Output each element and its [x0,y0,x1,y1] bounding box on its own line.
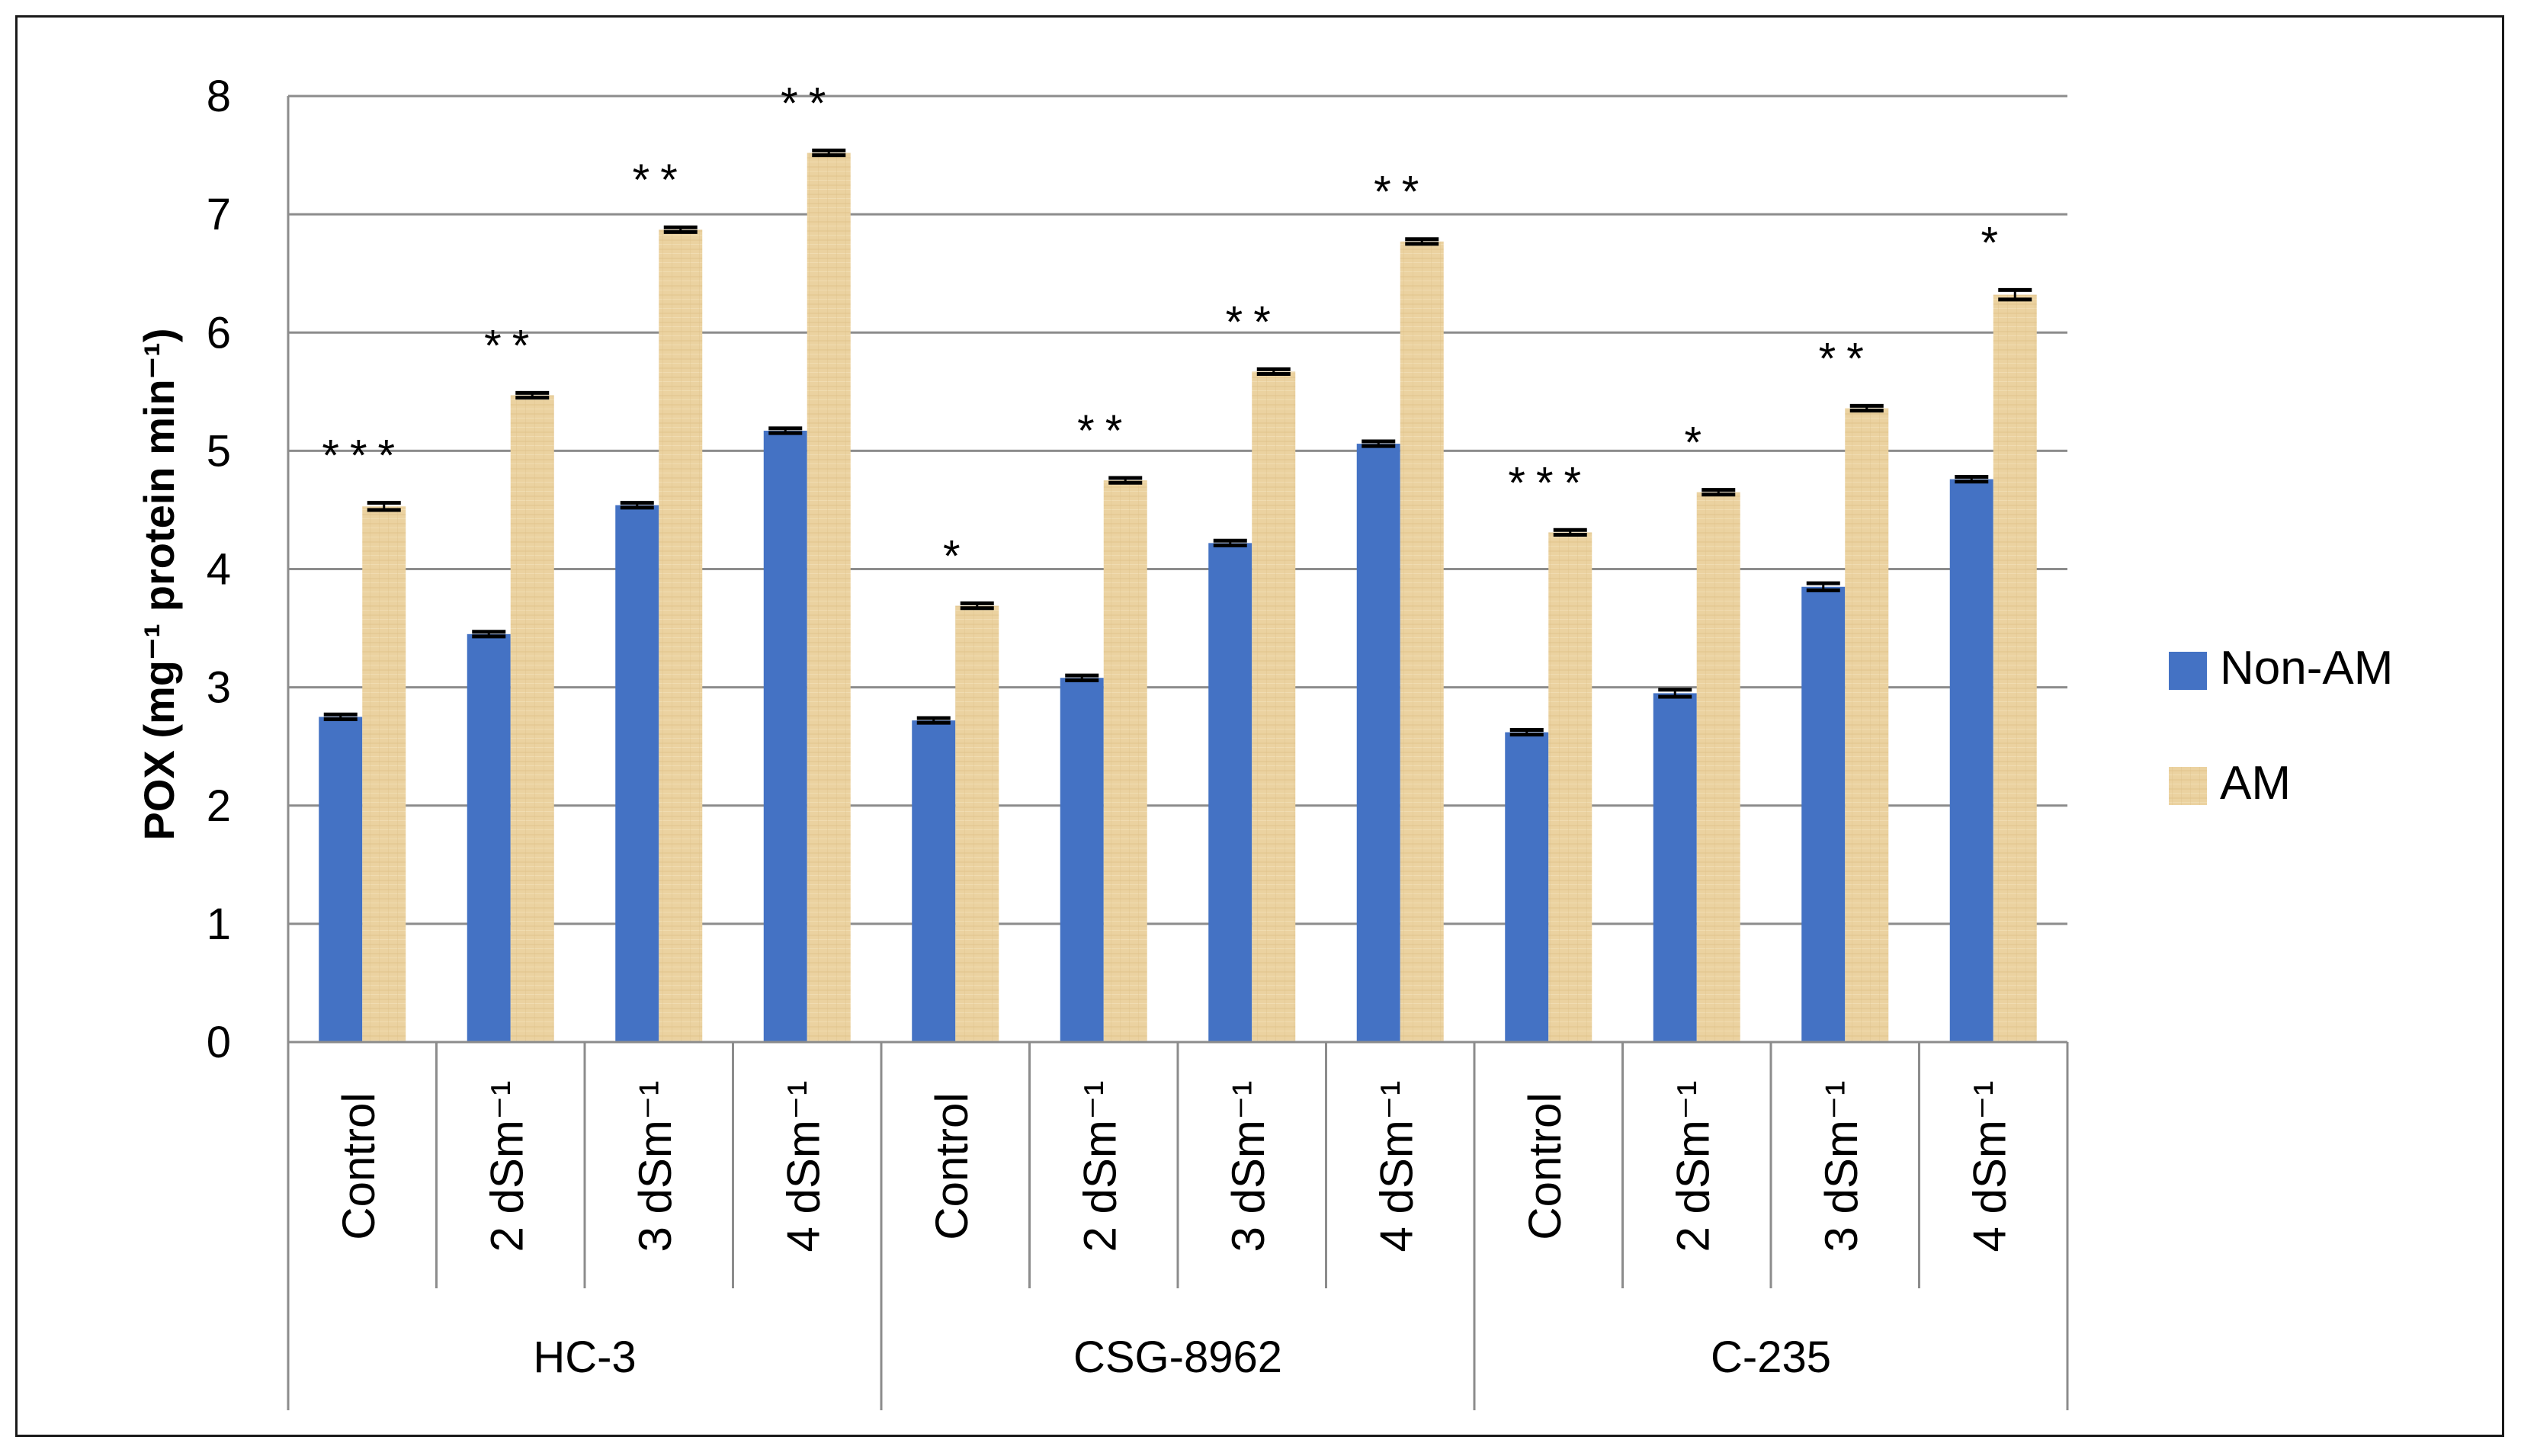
significance-label: * [1684,419,1712,468]
bar-am [1252,371,1296,1042]
x-category-label: 2 dSm⁻¹ [1668,1080,1719,1252]
y-tick-label: 4 [207,545,231,595]
bar-non-am [1356,444,1400,1042]
bar-non-am [615,505,659,1042]
bar-am [1993,294,2037,1042]
bar-non-am [763,431,807,1042]
y-tick-label: 7 [207,190,231,239]
x-category-label: 3 dSm⁻¹ [630,1080,681,1252]
significance-label: ** [1374,168,1429,217]
bar-am [510,395,554,1042]
legend: Non-AM AM [2169,642,2393,810]
significance-label: ** [781,79,836,128]
legend-label: AM [2220,757,2291,810]
bar-am [1548,532,1592,1042]
bar-non-am [467,633,511,1042]
bar-am [1103,480,1147,1042]
y-tick-label: 0 [207,1018,231,1067]
x-category-label: 2 dSm⁻¹ [1075,1080,1126,1252]
significance-label: ** [633,156,688,205]
significance-label: * [1981,218,2009,268]
x-category-label: 4 dSm⁻¹ [1965,1080,2016,1252]
y-axis-label: POX (mg⁻¹ protein min⁻¹) [135,329,183,841]
x-category-label: Control [926,1092,977,1240]
bar-am [807,152,851,1043]
x-group-label: HC-3 [533,1333,636,1382]
y-tick-label: 2 [207,781,231,831]
y-tick-label: 8 [207,72,231,121]
x-group-label: CSG-8962 [1073,1333,1282,1382]
bar-non-am [1949,479,1993,1042]
bar-am [659,229,703,1042]
bar-non-am [1505,732,1549,1042]
y-tick-label: 5 [207,426,231,476]
bar-am [1845,408,1889,1042]
significance-label: ** [1226,297,1281,347]
legend-swatch [2169,652,2207,690]
bar-am [955,605,999,1042]
bar-non-am [1801,586,1846,1042]
x-category-label: 4 dSm⁻¹ [778,1080,829,1252]
y-tick-label: 3 [207,663,231,713]
x-group-label: C-235 [1711,1333,1831,1382]
bar-am [1400,241,1444,1043]
axes [287,96,2069,1410]
bar-non-am [912,720,956,1042]
bar-non-am [1208,543,1252,1042]
y-tick-label: 6 [207,308,231,358]
bar-non-am [1653,693,1697,1042]
x-category-label: 3 dSm⁻¹ [1223,1080,1274,1252]
bars [319,148,2037,1043]
x-category-label: 2 dSm⁻¹ [482,1080,533,1252]
x-category-label: Control [333,1092,384,1240]
significance-label: ** [484,321,540,370]
y-tick-label: 1 [207,900,231,949]
bar-non-am [319,717,363,1042]
legend-swatch [2169,767,2207,805]
bar-am [1696,492,1740,1042]
significance-label: *** [322,431,406,481]
gridlines [288,95,2067,1044]
bar-non-am [1060,678,1104,1042]
significance-label: ** [1819,334,1875,383]
x-category-label: 4 dSm⁻¹ [1371,1080,1422,1252]
legend-label: Non-AM [2220,642,2393,694]
significance-label: * [943,531,971,581]
significance-label: ** [1077,406,1133,456]
x-category-label: 3 dSm⁻¹ [1816,1080,1867,1252]
significance-label: *** [1508,458,1592,508]
x-category-label: Control [1519,1092,1570,1240]
bar-am [362,506,406,1042]
